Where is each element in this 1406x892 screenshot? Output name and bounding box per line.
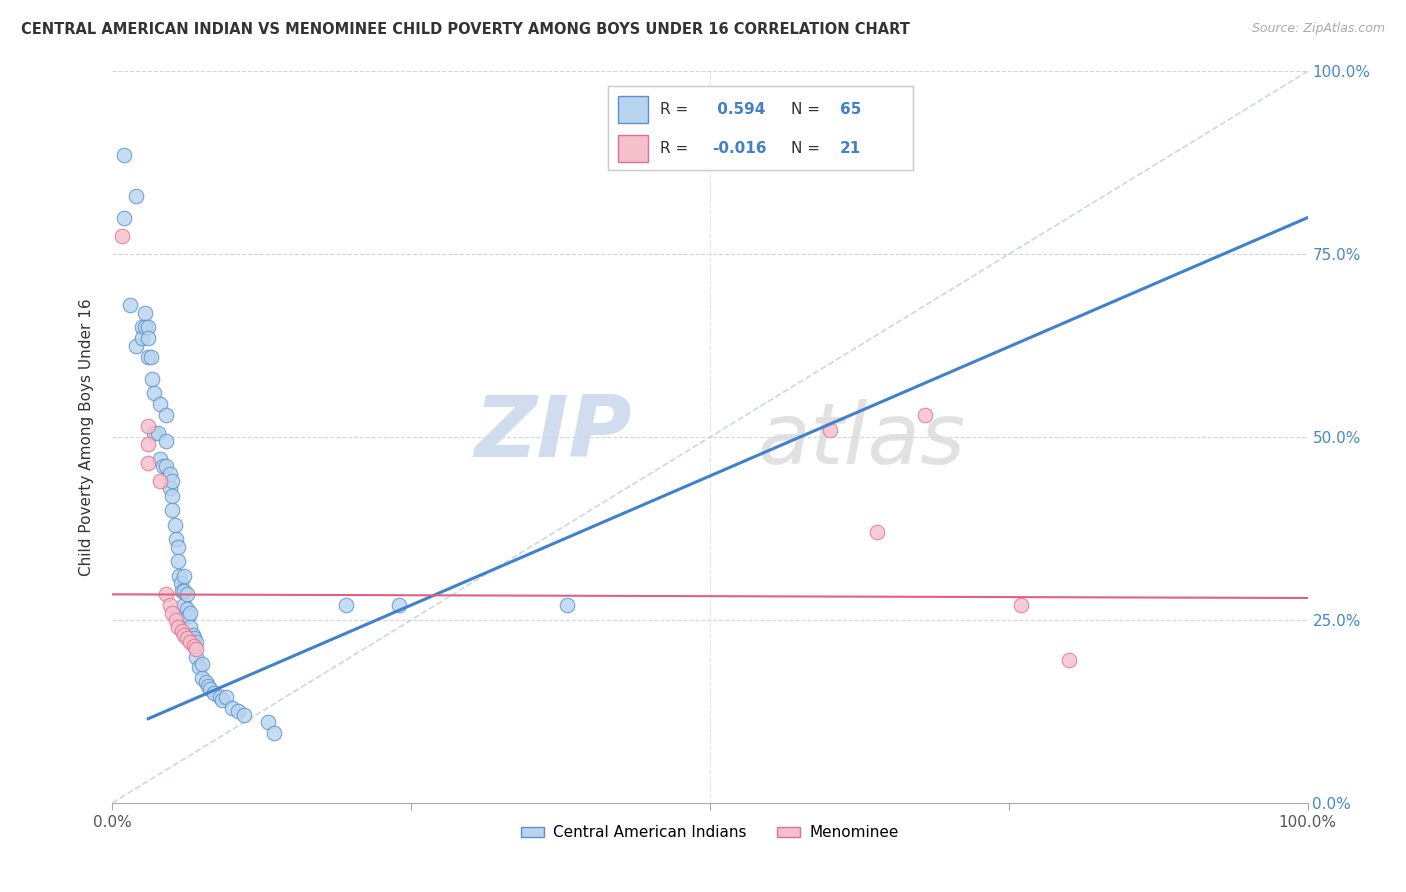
Text: ZIP: ZIP bbox=[475, 392, 633, 475]
Point bbox=[186, 635, 208, 649]
Point bbox=[183, 639, 205, 653]
Point bbox=[138, 456, 160, 470]
Point bbox=[162, 489, 183, 503]
Point bbox=[197, 679, 219, 693]
Point bbox=[181, 627, 204, 641]
Point bbox=[257, 715, 280, 730]
Point bbox=[176, 632, 198, 646]
Point bbox=[131, 320, 153, 334]
Point bbox=[221, 700, 243, 714]
Point bbox=[866, 525, 889, 540]
Point bbox=[138, 419, 160, 434]
Point bbox=[120, 298, 142, 312]
Point bbox=[138, 350, 160, 364]
Point bbox=[162, 474, 183, 488]
Point bbox=[155, 587, 177, 601]
Point bbox=[173, 583, 195, 598]
Point bbox=[335, 599, 357, 613]
Point bbox=[162, 503, 183, 517]
Point bbox=[163, 517, 186, 532]
Text: Source: ZipAtlas.com: Source: ZipAtlas.com bbox=[1251, 22, 1385, 36]
Point bbox=[179, 606, 201, 620]
Legend: Central American Indians, Menominee: Central American Indians, Menominee bbox=[515, 819, 905, 847]
Point bbox=[143, 426, 166, 441]
Point bbox=[146, 426, 169, 441]
Point bbox=[226, 705, 249, 719]
Point bbox=[1057, 653, 1080, 667]
Text: atlas: atlas bbox=[758, 400, 966, 483]
Point bbox=[138, 331, 160, 345]
Point bbox=[131, 331, 153, 345]
Point bbox=[173, 569, 195, 583]
Point bbox=[114, 148, 135, 162]
Point bbox=[155, 408, 177, 422]
Point bbox=[191, 672, 214, 686]
Point bbox=[176, 602, 198, 616]
Point bbox=[176, 587, 198, 601]
Point bbox=[165, 613, 187, 627]
Point bbox=[149, 452, 172, 467]
Point bbox=[159, 467, 181, 481]
Point bbox=[134, 306, 156, 320]
Point bbox=[170, 624, 193, 638]
Point bbox=[211, 693, 233, 707]
Point bbox=[169, 576, 191, 591]
Point bbox=[125, 188, 148, 202]
Point bbox=[138, 437, 160, 451]
Point bbox=[173, 627, 195, 641]
Point bbox=[914, 408, 936, 422]
Point bbox=[555, 599, 578, 613]
Point bbox=[139, 350, 162, 364]
Point bbox=[209, 690, 232, 704]
Point bbox=[125, 338, 148, 352]
Point bbox=[155, 459, 177, 474]
Point bbox=[186, 642, 208, 657]
Point bbox=[162, 606, 183, 620]
Point bbox=[263, 726, 285, 740]
Point bbox=[134, 320, 156, 334]
Point bbox=[179, 620, 201, 634]
Point bbox=[215, 690, 238, 704]
Point bbox=[149, 474, 172, 488]
Point bbox=[233, 708, 256, 723]
Point bbox=[159, 481, 181, 495]
Point bbox=[149, 397, 172, 411]
Point bbox=[202, 686, 225, 700]
Point bbox=[111, 228, 134, 243]
Point bbox=[818, 423, 841, 437]
Text: CENTRAL AMERICAN INDIAN VS MENOMINEE CHILD POVERTY AMONG BOYS UNDER 16 CORRELATI: CENTRAL AMERICAN INDIAN VS MENOMINEE CHI… bbox=[21, 22, 910, 37]
Point bbox=[200, 682, 222, 697]
Y-axis label: Child Poverty Among Boys Under 16: Child Poverty Among Boys Under 16 bbox=[79, 298, 94, 576]
Point bbox=[177, 609, 200, 624]
Point bbox=[143, 386, 166, 401]
Point bbox=[152, 459, 174, 474]
Point bbox=[183, 632, 205, 646]
Point bbox=[191, 657, 214, 671]
Point bbox=[167, 620, 190, 634]
Point bbox=[167, 540, 190, 554]
Point bbox=[165, 533, 187, 547]
Point bbox=[186, 649, 208, 664]
Point bbox=[167, 554, 190, 568]
Point bbox=[141, 371, 163, 385]
Point bbox=[155, 434, 177, 448]
Point bbox=[170, 583, 193, 598]
Point bbox=[138, 320, 160, 334]
Point bbox=[159, 599, 181, 613]
Point bbox=[388, 599, 411, 613]
Point bbox=[1010, 599, 1032, 613]
Point bbox=[179, 635, 201, 649]
Point bbox=[173, 599, 195, 613]
Point bbox=[169, 569, 191, 583]
Point bbox=[114, 211, 135, 225]
Point bbox=[187, 660, 209, 674]
Point bbox=[194, 675, 217, 690]
